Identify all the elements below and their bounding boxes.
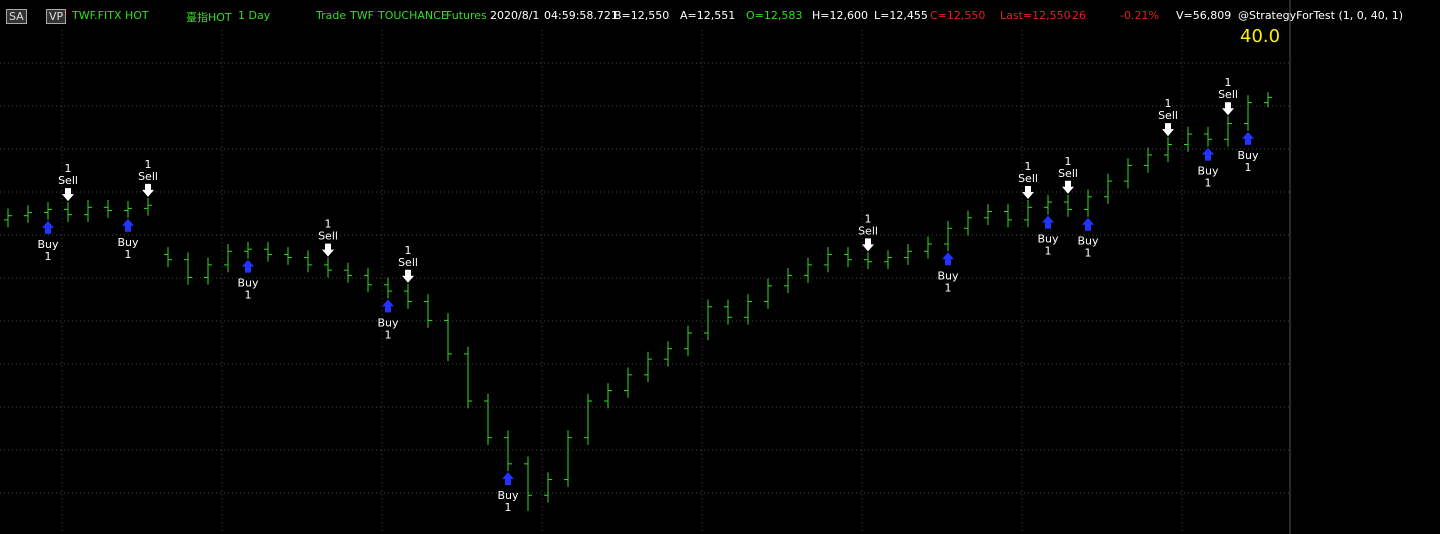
open: O=12,583 bbox=[746, 9, 803, 22]
signal-qty: 1 bbox=[1205, 177, 1212, 190]
sell-arrow bbox=[62, 188, 74, 202]
sell-arrow bbox=[402, 269, 414, 283]
sell-arrow bbox=[1022, 185, 1034, 199]
buy-arrow bbox=[1042, 215, 1054, 229]
buy-arrow bbox=[502, 472, 514, 486]
kind: Futures bbox=[446, 9, 487, 22]
signal-label: Buy bbox=[1197, 165, 1219, 178]
signal-label: Sell bbox=[1018, 172, 1038, 185]
buy-arrow bbox=[942, 252, 954, 266]
signal-qty: 1 bbox=[1025, 160, 1032, 173]
signal-label: Sell bbox=[1218, 88, 1238, 101]
toolbar: SA VP TWF.FITX HOT 臺指HOT 1 Day Trade TWF… bbox=[0, 0, 1440, 47]
exchange: TWF bbox=[350, 9, 374, 22]
buy-arrow bbox=[242, 259, 254, 273]
signal-qty: 1 bbox=[1085, 247, 1092, 260]
signal-label: Buy bbox=[37, 238, 59, 251]
buy-arrow bbox=[1242, 131, 1254, 145]
signal-qty: 1 bbox=[1245, 161, 1252, 174]
sell-arrow bbox=[1062, 180, 1074, 194]
signal-qty: 1 bbox=[1045, 245, 1052, 258]
signal-qty: 1 bbox=[505, 501, 512, 514]
buy-arrow bbox=[42, 220, 54, 234]
sell-arrow bbox=[862, 238, 874, 252]
signal-label: Sell bbox=[318, 230, 338, 243]
high: H=12,600 bbox=[812, 9, 868, 22]
symbol[interactable]: TWF.FITX HOT bbox=[72, 9, 149, 22]
signal-label: Buy bbox=[377, 316, 399, 329]
strategy: @StrategyForTest (1, 0, 40, 1) bbox=[1238, 9, 1404, 22]
signal-label: Buy bbox=[117, 236, 139, 249]
buy-arrow bbox=[1202, 147, 1214, 161]
signal-qty: 1 bbox=[45, 250, 52, 263]
signal-label: Buy bbox=[237, 277, 259, 290]
sell-arrow bbox=[142, 183, 154, 197]
ask: A=12,551 bbox=[680, 9, 736, 22]
change-pct: -0.21% bbox=[1120, 9, 1159, 22]
signal-qty: 1 bbox=[1225, 76, 1232, 89]
signal-qty: 1 bbox=[1165, 97, 1172, 110]
buy-arrow bbox=[122, 218, 134, 232]
signal-qty: 1 bbox=[65, 162, 72, 175]
change: -26 bbox=[1068, 9, 1086, 22]
volume: V=56,809 bbox=[1176, 9, 1232, 22]
sell-arrow bbox=[1162, 123, 1174, 137]
signal-qty: 1 bbox=[245, 289, 252, 302]
signal-qty: 1 bbox=[125, 248, 132, 261]
vp-button[interactable]: VP bbox=[46, 9, 67, 24]
buy-arrow bbox=[382, 299, 394, 313]
signal-label: Buy bbox=[1237, 149, 1259, 162]
signal-qty: 1 bbox=[945, 281, 952, 294]
signal-label: Buy bbox=[497, 489, 519, 502]
low: L=12,455 bbox=[874, 9, 928, 22]
signal-label: Sell bbox=[1058, 167, 1078, 180]
signal-qty: 1 bbox=[405, 244, 412, 257]
signal-qty: 1 bbox=[385, 328, 392, 341]
sell-arrow bbox=[1222, 102, 1234, 116]
signal-label: Sell bbox=[398, 256, 418, 269]
close: C=12,550 bbox=[930, 9, 986, 22]
signal-label: Sell bbox=[1158, 109, 1178, 122]
indicator-value: 40.0 bbox=[1240, 26, 1281, 47]
signal-qty: 1 bbox=[865, 212, 872, 225]
last: Last=12,550 bbox=[1000, 9, 1071, 22]
mode: Trade bbox=[316, 9, 347, 22]
signal-label: Sell bbox=[858, 224, 878, 237]
signal-qty: 1 bbox=[1065, 155, 1072, 168]
sa-button[interactable]: SA bbox=[6, 9, 27, 24]
period[interactable]: 1 Day bbox=[238, 9, 271, 22]
time: 04:59:58.721 bbox=[544, 9, 618, 22]
bid: B=12,550 bbox=[614, 9, 670, 22]
signal-qty: 1 bbox=[145, 158, 152, 171]
signal-label: Buy bbox=[1077, 235, 1099, 248]
symbol-name: 臺指HOT bbox=[186, 11, 232, 24]
sell-arrow bbox=[322, 243, 334, 257]
date: 2020/8/1 bbox=[490, 9, 540, 22]
signal-label: Sell bbox=[58, 174, 78, 187]
signal-qty: 1 bbox=[325, 218, 332, 231]
signal-label: Buy bbox=[937, 269, 959, 282]
signal-label: Sell bbox=[138, 170, 158, 183]
buy-arrow bbox=[1082, 217, 1094, 231]
vendor: TOUCHANCE bbox=[378, 9, 448, 22]
signal-label: Buy bbox=[1037, 233, 1059, 246]
